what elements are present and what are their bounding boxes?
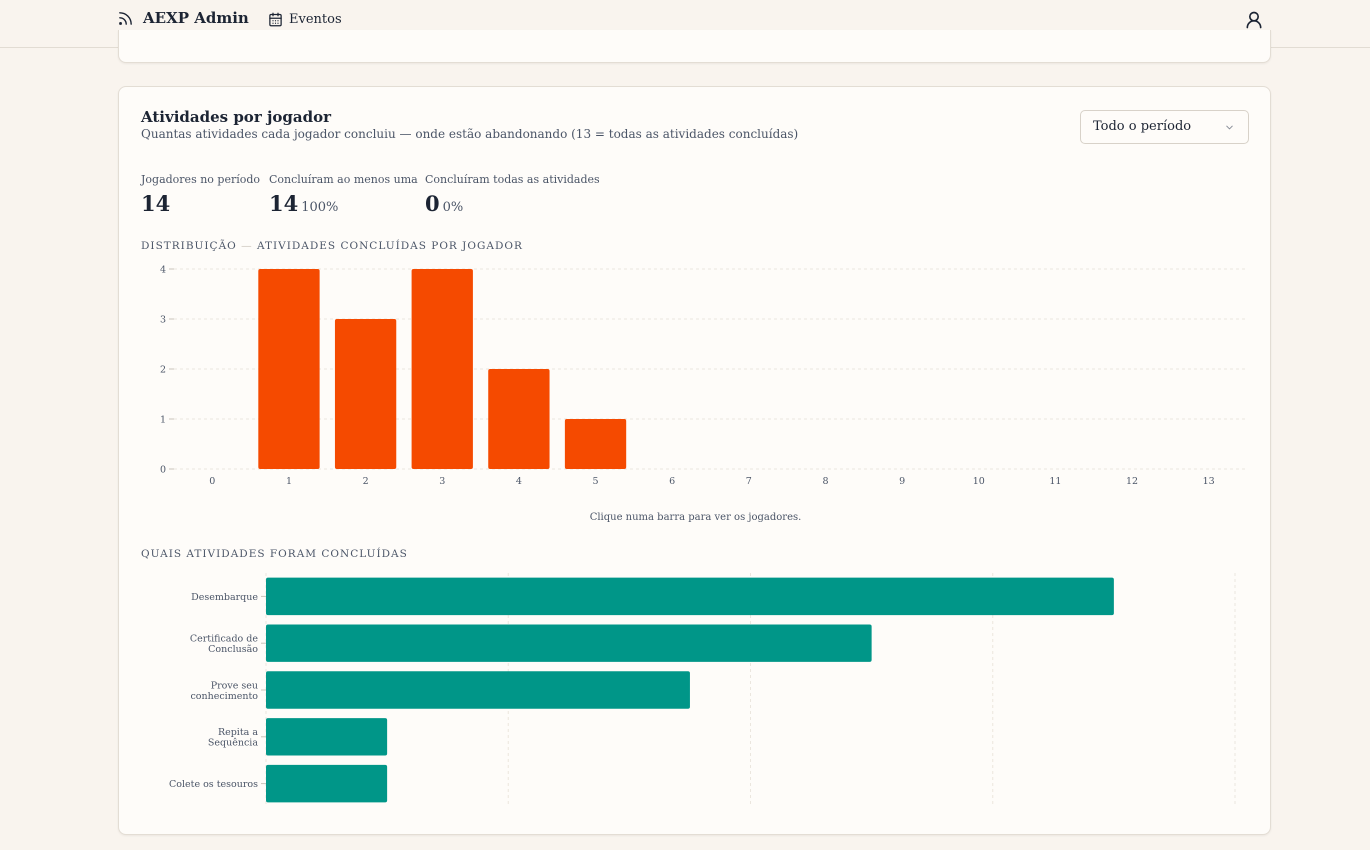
nav-item-label: Eventos [289, 12, 342, 27]
activity-label: conhecimento [190, 691, 258, 702]
stat-label: Concluíram ao menos uma [269, 173, 418, 186]
stat-players: Jogadores no período 14 [141, 173, 260, 216]
stat-label: Concluíram todas as atividades [425, 173, 600, 186]
x-tick-label: 2 [363, 476, 369, 487]
activity-label: Certificado de [190, 633, 259, 644]
brand[interactable]: AEXP Admin [117, 9, 249, 27]
activity-bar[interactable] [266, 671, 690, 709]
user-icon[interactable] [1244, 10, 1264, 30]
activity-label: Sequência [208, 738, 258, 749]
x-tick-label: 0 [209, 476, 215, 487]
stat-completed-one: Concluíram ao menos uma 14 100% [269, 173, 418, 216]
x-tick-label: 11 [1049, 476, 1061, 487]
stat-percent: 100% [301, 200, 339, 215]
x-tick-label: 7 [746, 476, 752, 487]
calendar-icon [269, 12, 282, 27]
activity-label: Desembarque [191, 592, 258, 603]
card-title: Atividades por jogador [141, 108, 331, 126]
distribution-chart: 0123404 13 24 32 41 5 6 7 8 9 10 11 12 13 [160, 265, 1247, 487]
distribution-bar[interactable]: 4 [258, 269, 320, 469]
distribution-bar[interactable]: 1 [564, 419, 627, 469]
activity-bar[interactable] [266, 624, 872, 662]
x-tick-label: 8 [822, 476, 828, 487]
activity-label: Conclusão [208, 644, 258, 655]
x-tick-label: 12 [1126, 476, 1138, 487]
distribution-bar[interactable]: 3 [334, 319, 397, 469]
activity-bar[interactable] [266, 718, 388, 756]
x-tick-label: 5 [593, 476, 599, 487]
distribution-bar[interactable]: 4 [411, 269, 473, 469]
stat-completed-all: Concluíram todas as atividades 0 0% [425, 173, 600, 216]
card-subtitle: Quantas atividades cada jogador concluiu… [141, 127, 799, 141]
x-tick-label: 9 [899, 476, 905, 487]
activity-bar[interactable] [266, 577, 1114, 616]
period-select[interactable]: Todo o período [1080, 110, 1249, 144]
period-select-value: Todo o período [1093, 119, 1192, 134]
activities-card: Atividades por jogador Quantas atividade… [118, 86, 1271, 835]
activity-label: Colete os tesouros [169, 779, 258, 790]
stat-value: 0 [425, 191, 440, 216]
activity-label: Repita a [218, 727, 258, 738]
y-tick-label: 0 [160, 465, 166, 476]
stat-value: 14 [141, 191, 171, 216]
stat-label: Jogadores no período [141, 173, 261, 186]
x-tick-label: 6 [669, 476, 675, 487]
x-tick-label: 4 [516, 476, 522, 487]
chart-hint: Clique numa barra para ver os jogadores. [589, 512, 802, 523]
chevron-down-icon [1226, 125, 1233, 130]
previous-card [118, 30, 1271, 63]
stat-percent: 0% [442, 200, 464, 215]
stat-value: 14 [269, 191, 299, 216]
brand-name: AEXP Admin [143, 9, 249, 27]
distribution-bar[interactable]: 2 [488, 369, 550, 469]
y-tick-label: 3 [160, 315, 166, 326]
x-tick-label: 10 [973, 476, 985, 487]
distribution-section-label: DISTRIBUIÇÃO — ATIVIDADES CONCLUÍDAS POR… [141, 240, 523, 252]
y-tick-label: 4 [160, 265, 166, 276]
x-tick-label: 13 [1203, 476, 1215, 487]
activity-bar[interactable] [266, 764, 388, 803]
x-tick-label: 1 [286, 476, 292, 487]
x-tick-label: 3 [439, 476, 445, 487]
y-tick-label: 2 [160, 365, 166, 376]
activities-section-label: QUAIS ATIVIDADES FORAM CONCLUÍDAS [141, 548, 408, 560]
activity-label: Prove seu [211, 680, 258, 691]
rss-icon [119, 11, 132, 25]
y-tick-label: 1 [160, 415, 166, 426]
nav-item-eventos[interactable]: Eventos [268, 12, 342, 27]
